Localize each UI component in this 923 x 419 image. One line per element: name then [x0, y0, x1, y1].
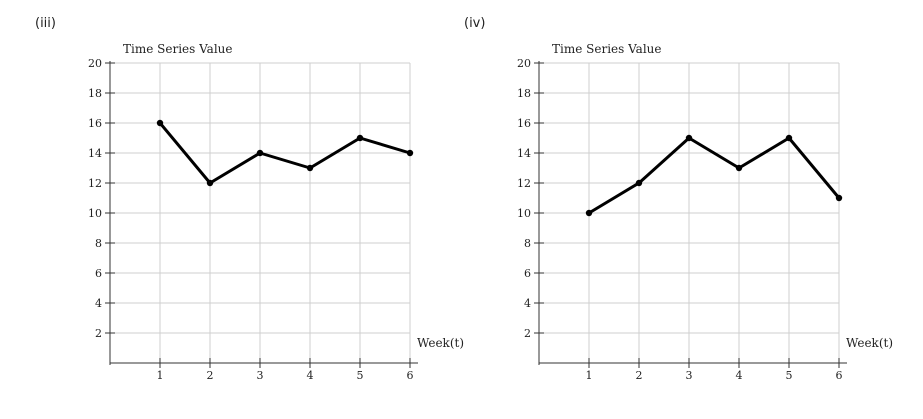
y-tick-label: 10 [517, 207, 531, 220]
x-tick-label: 4 [736, 369, 743, 382]
y-tick-label: 8 [95, 237, 102, 250]
panel-label-iii: (iii) [35, 16, 56, 31]
y-tick-label: 20 [517, 57, 531, 70]
y-tick-label: 16 [88, 117, 102, 130]
x-tick-label: 4 [307, 369, 314, 382]
panel-label-iv: (iv) [464, 16, 486, 31]
x-tick-label: 5 [357, 369, 364, 382]
data-point [735, 164, 743, 172]
data-point [785, 134, 793, 142]
grid [110, 62, 411, 363]
x-tick-label: 3 [257, 369, 264, 382]
series-line [587, 136, 841, 215]
x-tick-label: 2 [207, 369, 214, 382]
y-tick-label: 4 [524, 297, 531, 310]
grid [539, 62, 840, 363]
y-tick-label: 16 [517, 117, 531, 130]
y-tick-label: 14 [517, 147, 531, 160]
y-tick-label: 8 [524, 237, 531, 250]
data-point [835, 194, 843, 202]
data-point [206, 179, 214, 187]
x-tick-label: 6 [407, 369, 414, 382]
y-tick-label: 4 [95, 297, 102, 310]
y-tick-label: 6 [524, 267, 531, 280]
series-line [158, 121, 412, 185]
data-point [156, 119, 164, 127]
y-tick-label: 2 [524, 327, 531, 340]
data-point [406, 149, 414, 157]
x-axis-title: Week(t) [417, 336, 464, 350]
y-axis-title: Time Series Value [123, 42, 233, 56]
y-tick-label: 12 [88, 177, 102, 190]
y-tick-label: 12 [517, 177, 531, 190]
y-tick-label: 6 [95, 267, 102, 280]
x-tick-label: 1 [586, 369, 593, 382]
x-tick-label: 3 [686, 369, 693, 382]
x-tick-label: 1 [157, 369, 164, 382]
data-point [635, 179, 643, 187]
y-tick-label: 2 [95, 327, 102, 340]
data-point [306, 164, 314, 172]
x-tick-label: 5 [786, 369, 793, 382]
data-point [585, 209, 593, 217]
data-point [685, 134, 693, 142]
y-axis-title: Time Series Value [552, 42, 662, 56]
y-tick-label: 10 [88, 207, 102, 220]
data-point [256, 149, 264, 157]
y-tick-label: 18 [88, 87, 102, 100]
x-tick-label: 2 [636, 369, 643, 382]
x-tick-label: 6 [836, 369, 843, 382]
x-axis-title: Week(t) [846, 336, 893, 350]
y-tick-label: 14 [88, 147, 102, 160]
y-tick-label: 20 [88, 57, 102, 70]
data-point [356, 134, 364, 142]
y-tick-label: 18 [517, 87, 531, 100]
